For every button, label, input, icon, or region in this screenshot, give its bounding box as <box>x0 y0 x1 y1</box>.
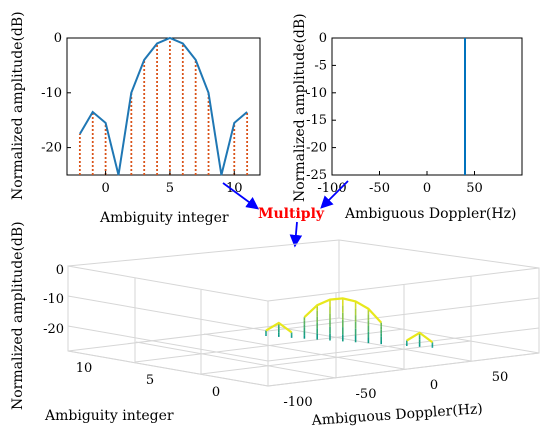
ytick-label-b: -25 <box>306 168 327 183</box>
ytick-label-b: -15 <box>306 113 327 128</box>
xtick-label-b: -100 <box>317 181 346 196</box>
panel-3d: -10 -20 0 0 5 10 -100 -50 0 50 Ambiguous Doppler(… <box>10 221 540 429</box>
integer-tick-label-c: 10 <box>76 361 93 376</box>
ztick-label-c: 0 <box>56 263 64 278</box>
stems-3d <box>265 298 434 348</box>
integer-tick-label-c: 0 <box>212 385 220 400</box>
envelope-3d <box>265 321 293 334</box>
ylabel-a: Normalized amplitude(dB) <box>10 11 26 200</box>
integer-label-c: Ambiguity integer <box>44 408 174 424</box>
doppler-tick-label-c: -100 <box>283 395 312 410</box>
ticks-b: -100 -50 0 50 0 -5 -10 -15 -20 -25 <box>306 31 483 196</box>
plot-frame-b <box>331 37 523 176</box>
ylabel-b: Normalized amplitude(dB) <box>292 13 308 202</box>
integer-tick-label-c: 5 <box>146 373 154 388</box>
doppler-tick-label-c: 0 <box>430 378 438 393</box>
stems-a <box>78 38 249 175</box>
ytick-label-a: -10 <box>41 86 62 101</box>
arrow-left <box>222 182 260 210</box>
ytick-label-a: 0 <box>54 31 62 46</box>
xlabel-c: Ambiguous Doppler(Hz) <box>310 401 483 429</box>
ytick-label-b: -20 <box>306 141 327 156</box>
ztick-label-c: -20 <box>43 322 64 337</box>
xtick-label-b: 0 <box>423 181 431 196</box>
ticks-3d: -10 -20 0 0 5 10 -100 -50 0 50 <box>43 263 508 410</box>
ticks-a: 0 5 10 0 -10 -20 <box>41 31 242 196</box>
ytick-label-b: -10 <box>306 86 327 101</box>
xtick-label-a: 10 <box>226 181 243 196</box>
plot-frame-a <box>66 37 261 176</box>
ytick-label-b: 0 <box>319 31 327 46</box>
multiply-label: Multiply <box>258 206 325 222</box>
panel-ambiguous-doppler: -100 -50 0 50 0 -5 -10 -15 -20 -25 Ambiguous Dopp… <box>292 13 523 222</box>
ytick-label-b: -5 <box>314 58 327 73</box>
envelope-3d <box>406 331 434 344</box>
envelope-3d <box>303 297 383 324</box>
doppler-tick-label-c: 50 <box>492 370 509 385</box>
arrow-right <box>320 180 349 209</box>
grid-3d <box>67 239 540 387</box>
multiply-annotation: Multiply <box>222 180 349 248</box>
arrow-down <box>289 221 303 248</box>
envelopes-3d <box>265 297 434 344</box>
xtick-label-a: 0 <box>101 181 109 196</box>
ytick-label-a: -20 <box>41 141 62 156</box>
xtick-label-a: 5 <box>166 181 174 196</box>
envelope-line-a <box>79 36 248 176</box>
xtick-label-b: 50 <box>466 181 483 196</box>
ylabel-c: Normalized amplitude(dB) <box>10 221 26 410</box>
panel-ambiguity-integer: 0 5 10 0 -10 -20 Ambiguity integer Normalized… <box>10 11 261 226</box>
xlabel-b: Ambiguous Doppler(Hz) <box>344 206 516 222</box>
xlabel-a: Ambiguity integer <box>99 210 229 226</box>
ztick-label-c: -10 <box>43 292 64 307</box>
xtick-label-b: -50 <box>369 181 390 196</box>
doppler-tick-label-c: -50 <box>356 387 377 402</box>
